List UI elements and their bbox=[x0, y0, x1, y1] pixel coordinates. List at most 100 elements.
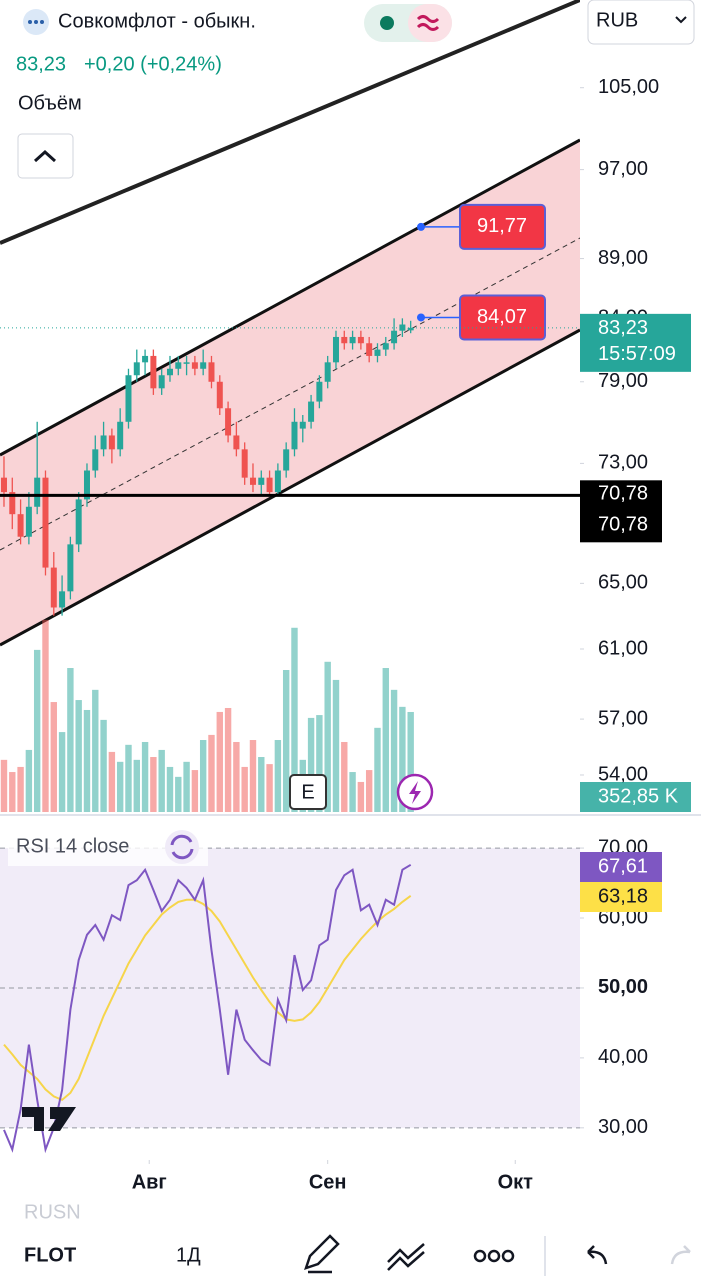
candle-body bbox=[158, 375, 165, 389]
volume-label: 352,85 K bbox=[598, 785, 679, 807]
volume-bar bbox=[407, 711, 414, 812]
volume-bar bbox=[0, 759, 8, 812]
volume-bar bbox=[150, 757, 157, 812]
candle-body bbox=[142, 355, 149, 363]
rsi-title: RSI 14 close bbox=[16, 835, 129, 857]
y-tick-label: 89,00 bbox=[598, 247, 648, 269]
y-tick-label: 61,00 bbox=[598, 637, 648, 659]
toolbar-symbol[interactable]: FLOT bbox=[24, 1244, 76, 1266]
currency[interactable]: RUB bbox=[596, 9, 638, 31]
volume-bar bbox=[166, 766, 174, 812]
volume-bar bbox=[183, 761, 190, 812]
channel-bottom bbox=[0, 328, 580, 647]
trend-line bbox=[0, 0, 580, 245]
collapse-button[interactable] bbox=[17, 133, 74, 179]
candle-body bbox=[374, 349, 381, 356]
volume-bar bbox=[208, 734, 215, 812]
volume-bar bbox=[42, 619, 49, 812]
volume-label-box bbox=[580, 782, 691, 812]
indicators-tool[interactable] bbox=[387, 1243, 425, 1271]
candle-body bbox=[34, 477, 41, 507]
candle-body bbox=[208, 362, 215, 382]
volume-bar bbox=[58, 732, 66, 812]
volume-bar bbox=[382, 668, 389, 812]
candle-body bbox=[75, 499, 82, 545]
tag-anchor bbox=[417, 222, 425, 231]
volume-bar bbox=[158, 749, 165, 812]
undo-button[interactable] bbox=[587, 1245, 608, 1265]
candle-body bbox=[42, 477, 49, 568]
symbol-title[interactable]: Совкомфлот - обыкн. bbox=[58, 10, 256, 32]
volume-bar bbox=[291, 627, 298, 812]
volume-bar bbox=[282, 670, 290, 812]
volume-bar bbox=[141, 741, 149, 812]
candle-body bbox=[308, 401, 315, 422]
events-letter[interactable]: E bbox=[301, 781, 314, 803]
candle-body bbox=[357, 336, 364, 344]
volume-bar bbox=[357, 781, 365, 812]
candle-body bbox=[341, 336, 348, 344]
events-badge[interactable] bbox=[289, 774, 327, 810]
volume-bar bbox=[116, 761, 124, 812]
y-tick-label: 79,00 bbox=[598, 370, 648, 392]
volume-bar bbox=[341, 741, 348, 812]
candle-body bbox=[316, 381, 323, 402]
candle-body bbox=[100, 435, 107, 450]
volume-bar bbox=[324, 661, 331, 812]
faded-symbol: RUSN bbox=[24, 1201, 81, 1223]
rsi-value-box bbox=[580, 852, 662, 882]
candle-body bbox=[274, 470, 281, 493]
draw-tool[interactable] bbox=[304, 1234, 340, 1274]
candle-body bbox=[67, 544, 74, 592]
candle-body bbox=[59, 591, 66, 608]
volume-bar bbox=[274, 740, 282, 812]
toolbar-interval[interactable]: 1Д bbox=[176, 1244, 201, 1266]
last-price-label: 83,23 bbox=[598, 317, 648, 339]
candle-body bbox=[266, 477, 273, 493]
volume-bar bbox=[316, 715, 323, 812]
candle-body bbox=[0, 477, 7, 493]
y-tick-label: 73,00 bbox=[598, 452, 648, 474]
volume-bar bbox=[365, 770, 373, 812]
candle-body bbox=[92, 449, 99, 471]
volume-bar bbox=[249, 740, 257, 812]
rsi-value-box bbox=[580, 882, 662, 912]
volume-bar bbox=[332, 679, 340, 812]
candle-body bbox=[324, 362, 331, 382]
price-tag bbox=[459, 294, 546, 341]
price-tag-label: 91,77 bbox=[477, 215, 527, 237]
candle-body bbox=[9, 492, 16, 515]
volume-bar bbox=[175, 776, 182, 812]
channel-top bbox=[0, 138, 580, 457]
rsi-value-label: 67,61 bbox=[598, 855, 648, 877]
candle-body bbox=[166, 368, 173, 376]
tag-anchor bbox=[417, 313, 425, 322]
y-tick-label: 30,00 bbox=[598, 1116, 648, 1138]
candle-body bbox=[175, 362, 182, 369]
volume-bar bbox=[241, 766, 248, 812]
volume-bar bbox=[399, 706, 406, 812]
volume-bar bbox=[224, 707, 232, 812]
more-button[interactable] bbox=[473, 1249, 515, 1263]
rsi-line bbox=[3, 863, 412, 1154]
volume-bar bbox=[100, 719, 107, 812]
redo-button[interactable] bbox=[670, 1245, 691, 1265]
x-tick-label: Авг bbox=[132, 1171, 167, 1193]
volume-bar bbox=[33, 649, 41, 812]
candle-body bbox=[50, 567, 57, 608]
hline-label: 70,78 bbox=[598, 514, 648, 536]
volume-bar bbox=[133, 759, 140, 812]
candle-body bbox=[150, 355, 157, 389]
hline-label: 70,78 bbox=[598, 483, 648, 505]
candle-body bbox=[332, 336, 339, 363]
candle-body bbox=[216, 381, 223, 409]
last-price-box bbox=[580, 313, 691, 372]
y-tick-label: 105,00 bbox=[598, 76, 659, 98]
rsi-value-label: 63,18 bbox=[598, 885, 648, 907]
candle-body bbox=[225, 408, 232, 436]
volume-bar bbox=[67, 668, 74, 812]
candle-body bbox=[233, 435, 240, 450]
currency-select[interactable] bbox=[587, 0, 695, 45]
y-tick-label: 50,00 bbox=[598, 976, 648, 998]
